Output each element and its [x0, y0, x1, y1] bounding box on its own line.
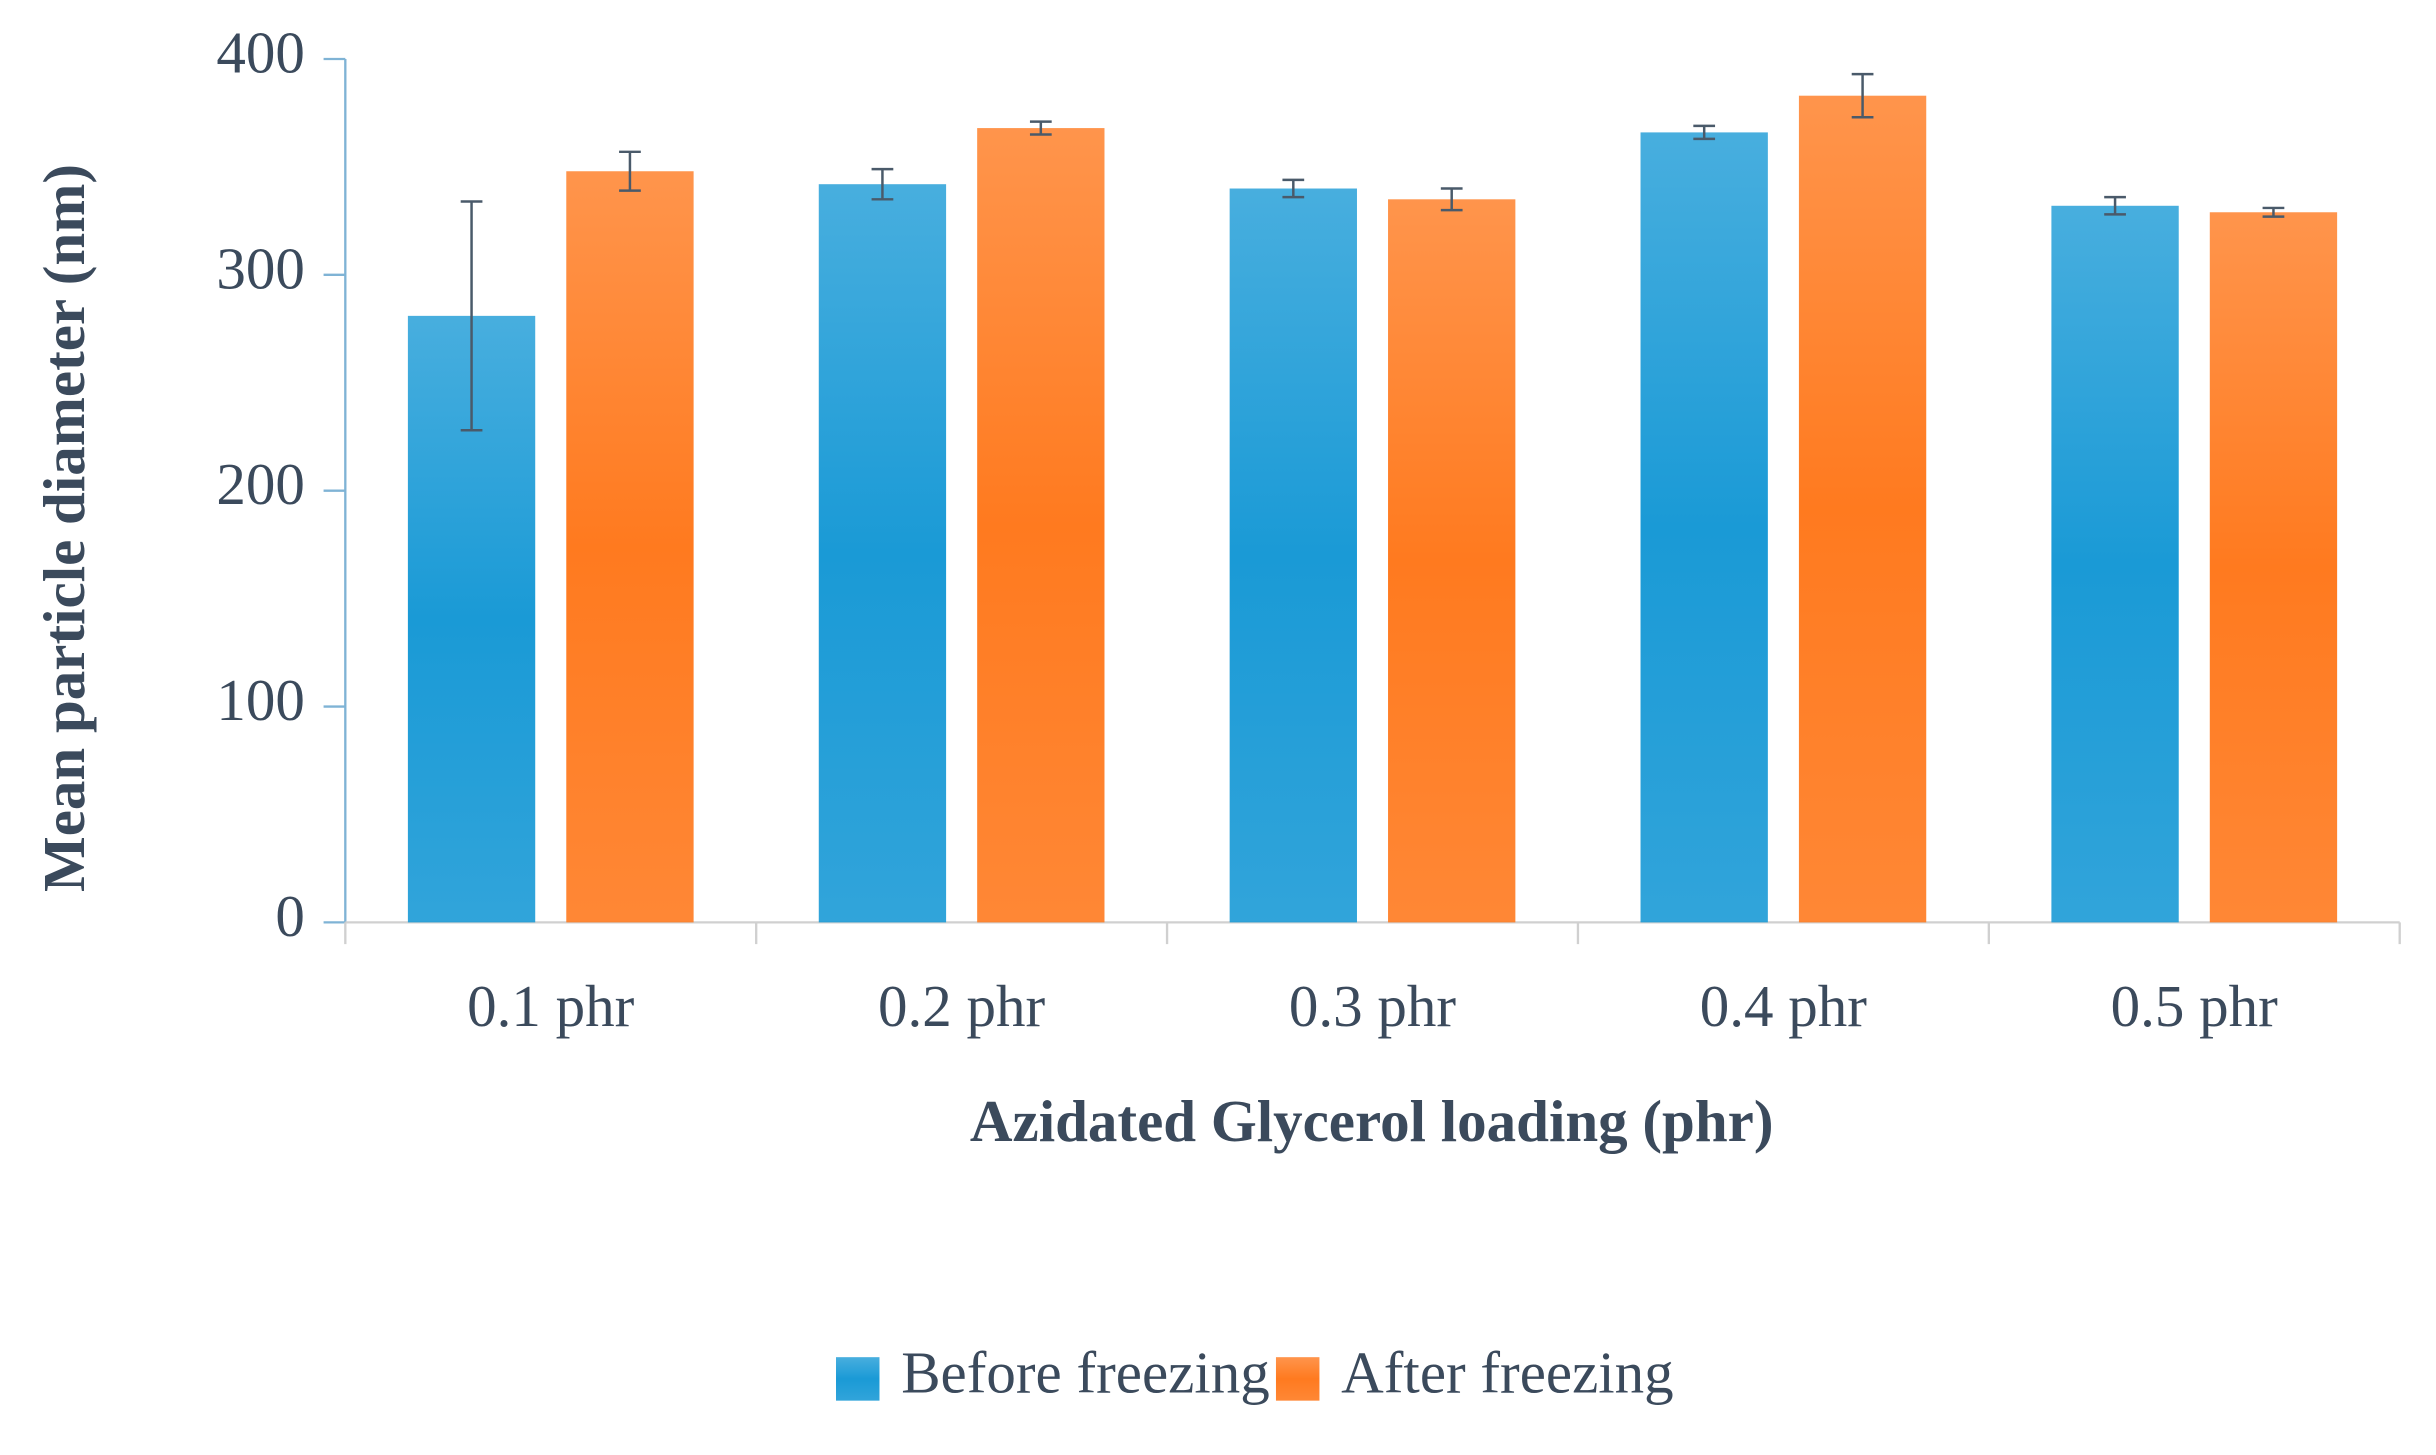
bar [1229, 188, 1357, 923]
y-tick-label: 0 [275, 883, 305, 949]
y-tick-label: 300 [216, 235, 305, 301]
error-bar [2262, 206, 2285, 218]
bar [977, 128, 1105, 923]
error-bar [2104, 195, 2126, 216]
x-tick-label: 0.4 phr [1700, 973, 1868, 1039]
bar [1388, 199, 1516, 923]
x-axis-title: Azidated Glycerol loading (phr) [970, 1088, 1774, 1154]
y-tick-label: 100 [216, 667, 305, 733]
error-bar [871, 167, 894, 201]
legend-label: Before freezing [901, 1339, 1270, 1405]
bar [2051, 205, 2179, 923]
legend-label: After freezing [1341, 1339, 1673, 1405]
error-bar [460, 200, 483, 432]
bar [1798, 95, 1927, 923]
error-bar [1440, 187, 1463, 212]
x-tick-label: 0.5 phr [2111, 973, 2278, 1039]
bar [818, 184, 947, 923]
error-bar [1282, 178, 1305, 199]
bar [2209, 212, 2338, 923]
x-tick-label: 0.3 phr [1289, 973, 1457, 1039]
x-tick-label: 0.2 phr [878, 973, 1046, 1039]
bar [566, 171, 694, 923]
error-bar [1029, 120, 1052, 136]
error-bar [619, 150, 641, 192]
error-bar [1851, 72, 1874, 119]
legend-swatch [1275, 1357, 1320, 1401]
y-tick-label: 200 [216, 451, 305, 517]
y-tick-label: 400 [216, 20, 305, 86]
legend-swatch [836, 1357, 880, 1401]
bar [1640, 132, 1768, 923]
error-bar [1693, 124, 1716, 141]
y-axis-title: Mean particle diameter (nm) [31, 164, 97, 892]
x-tick-label: 0.1 phr [467, 973, 634, 1039]
